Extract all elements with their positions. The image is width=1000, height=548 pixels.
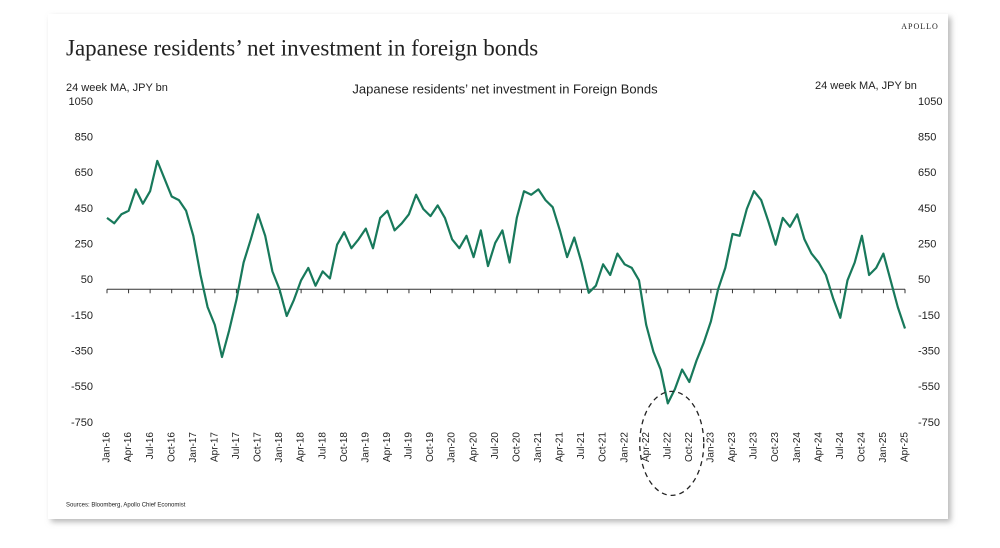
x-tick-label: Jul-18	[317, 432, 328, 460]
x-tick-label: Apr-25	[900, 432, 911, 462]
x-tick-label: Oct-24	[857, 432, 868, 462]
x-tick-label: Jan-17	[188, 432, 199, 463]
x-tick-label: Oct-20	[511, 432, 522, 462]
highlight-circle	[639, 390, 705, 497]
y2-tick-label: 850	[918, 132, 936, 144]
brand: APOLLO	[901, 22, 939, 31]
y2-tick-label: 450	[918, 203, 936, 215]
y-axis-label: 24 week MA, JPY bn	[66, 82, 168, 94]
y2-tick-label: -350	[918, 346, 940, 358]
x-tick-label: Apr-23	[727, 432, 738, 462]
x-tick-label: Jul-23	[749, 432, 760, 460]
x-tick-label: Apr-22	[641, 432, 652, 462]
x-tick-label: Oct-18	[339, 432, 350, 462]
x-tick-label: Jan-22	[619, 432, 630, 463]
x-tick-label: Jan-20	[447, 432, 458, 463]
x-tick-label: Oct-19	[425, 432, 436, 462]
x-tick-label: Oct-23	[770, 432, 781, 462]
y-tick-label: -150	[71, 310, 93, 322]
x-tick-label: Apr-19	[382, 432, 393, 462]
y2-tick-label: -150	[918, 310, 940, 322]
y2-tick-label: -750	[918, 417, 940, 429]
x-tick-label: Jul-19	[404, 432, 415, 460]
y2-tick-label: 650	[918, 167, 936, 179]
x-tick-label: Jan-25	[878, 432, 889, 463]
source: Sources: Bloomberg, Apollo Chief Economi…	[66, 503, 186, 509]
x-tick-label: Apr-24	[813, 432, 824, 462]
x-tick-label: Jan-16	[102, 432, 113, 463]
x-tick-label: Oct-21	[598, 432, 609, 462]
x-tick-label: Apr-16	[123, 432, 134, 462]
y-tick-label: -350	[71, 346, 93, 358]
y2-tick-label: -550	[918, 381, 940, 393]
x-tick-label: Apr-21	[555, 432, 566, 462]
x-tick-label: Jan-21	[533, 432, 544, 463]
x-tick-label: Jan-18	[274, 432, 285, 463]
y2-axis-label: 24 week MA, JPY bn	[815, 80, 917, 92]
x-tick-label: Jul-16	[145, 432, 156, 460]
data-line	[106, 159, 907, 405]
x-tick-label: Jul-17	[231, 432, 242, 460]
x-tick-label: Jan-24	[792, 432, 803, 463]
x-tick-label: Apr-20	[468, 432, 479, 462]
y2-tick-label: 50	[918, 274, 930, 286]
x-tick-label: Oct-17	[253, 432, 264, 462]
x-tick-label: Jul-24	[835, 432, 846, 460]
y-tick-label: -550	[71, 381, 93, 393]
y-tick-label: 650	[75, 167, 93, 179]
y-tick-label: 50	[81, 274, 93, 286]
x-tick-label: Jan-19	[360, 432, 371, 463]
x-tick-label: Jul-21	[576, 432, 587, 460]
x-tick-label: Apr-17	[209, 432, 220, 462]
y2-tick-label: 250	[918, 239, 936, 251]
page-title: Japanese residents’ net investment in fo…	[66, 35, 538, 60]
y-tick-label: -750	[71, 417, 93, 429]
x-tick-label: Jul-20	[490, 432, 501, 460]
x-tick-label: Jan-23	[706, 432, 717, 463]
x-tick-label: Jul-22	[662, 432, 673, 460]
y-tick-label: 850	[75, 132, 93, 144]
y2-tick-label: 1050	[918, 96, 942, 108]
x-tick-label: Oct-16	[166, 432, 177, 462]
y-tick-label: 1050	[69, 96, 93, 108]
x-tick-label: Oct-22	[684, 432, 695, 462]
chart-title: Japanese residents’ net investment in Fo…	[352, 81, 658, 96]
y-tick-label: 450	[75, 203, 93, 215]
y-tick-label: 250	[75, 239, 93, 251]
x-tick-label: Apr-18	[296, 432, 307, 462]
